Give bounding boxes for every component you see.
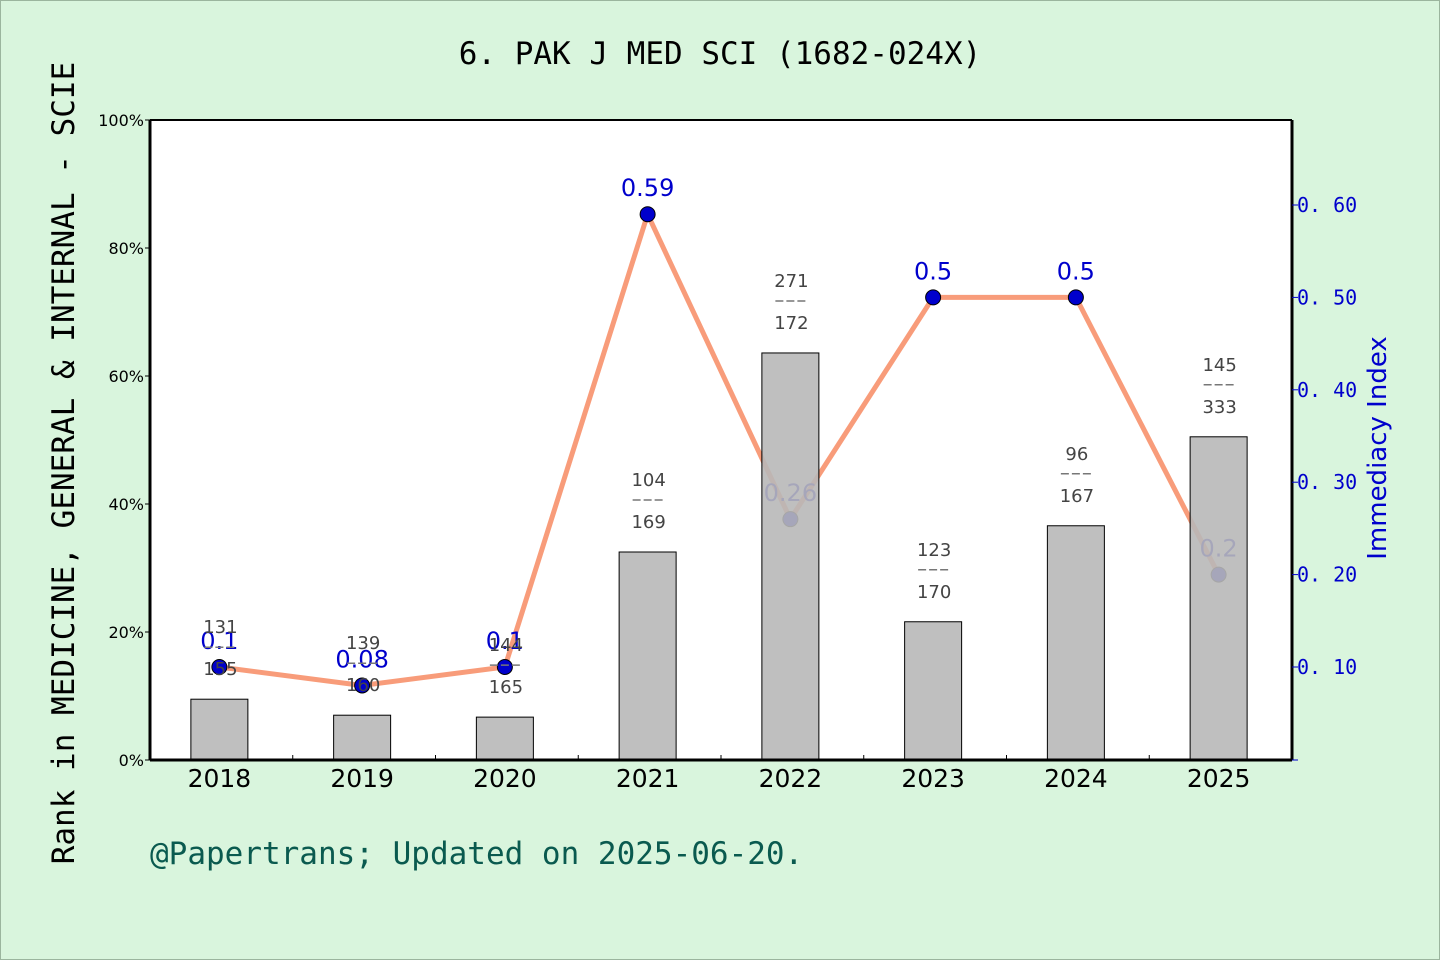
total-label: 170 [917,582,951,603]
total-label: 172 [774,313,808,334]
immediacy-marker [211,659,228,675]
x-tick-label: 2020 [473,764,537,793]
rank-bar [1189,436,1248,761]
immediacy-value-label: 0.08 [335,645,388,673]
rank-label: 145 [1202,355,1236,376]
rank-label: 271 [774,271,808,292]
immediacy-value-label: 0.5 [914,257,952,285]
immediacy-marker [1067,289,1084,306]
immediacy-marker [496,659,513,675]
x-tick-label: 2024 [1044,764,1108,793]
y-tick-label-right: 0. 60 [1297,193,1357,217]
y-tick-label-right: 0. 50 [1297,285,1357,309]
y-tick-label-left: 0% [119,751,144,770]
immediacy-marker [925,289,942,306]
immediacy-marker [639,206,656,223]
y-tick-label-right: 0. 30 [1297,470,1357,494]
total-label: 160 [346,675,380,696]
rank-bar [333,714,392,761]
x-tick-label: 2021 [616,764,680,793]
rank-bar [1046,525,1105,761]
rank-bar [618,551,677,761]
rank-bar [904,621,963,761]
immediacy-value-label: 0.1 [486,627,524,655]
footer-credit: @Papertrans; Updated on 2025-06-20. [150,836,804,872]
chart-title: 6. PAK J MED SCI (1682-024X) [458,36,982,72]
rank-label: 139 [346,633,380,654]
rank-bar [761,352,820,761]
immediacy-value-label: 0.1 [200,627,238,655]
x-tick-label: 2022 [759,764,823,793]
immediacy-value-label: 0.5 [1057,257,1095,285]
y-tick-label-left: 40% [108,495,144,514]
x-tick-label: 2025 [1187,764,1251,793]
rank-label: 123 [917,540,951,561]
immediacy-marker [354,677,371,694]
x-tick-label: 2019 [330,764,394,793]
total-label: 333 [1202,397,1236,418]
immediacy-line [219,207,1221,689]
y-tick-label-left: 20% [108,623,144,642]
y-tick-label-left: 80% [108,239,144,258]
y-tick-label-right: 0. 10 [1297,655,1357,679]
total-label: 169 [631,512,665,533]
y-tick-label-left: 60% [108,367,144,386]
rank-label: 96 [1065,444,1088,465]
y-tick-label-right: 0. 20 [1297,563,1357,587]
rank-label: 144 [489,635,523,656]
rank-label: 131 [203,617,237,638]
rank-bar [475,716,534,761]
y-tick-label-right: 0. 40 [1297,378,1357,402]
rank-label: 104 [631,470,665,491]
total-label: 167 [1060,486,1094,507]
x-tick-label: 2023 [901,764,965,793]
total-label: 155 [203,659,237,680]
total-label: 165 [489,677,523,698]
rank-bar [190,698,249,761]
immediacy-value-label: 0.59 [621,174,674,202]
plot-area [150,120,1292,760]
y-tick-label-left: 100% [98,111,144,130]
x-tick-label: 2018 [188,764,252,793]
